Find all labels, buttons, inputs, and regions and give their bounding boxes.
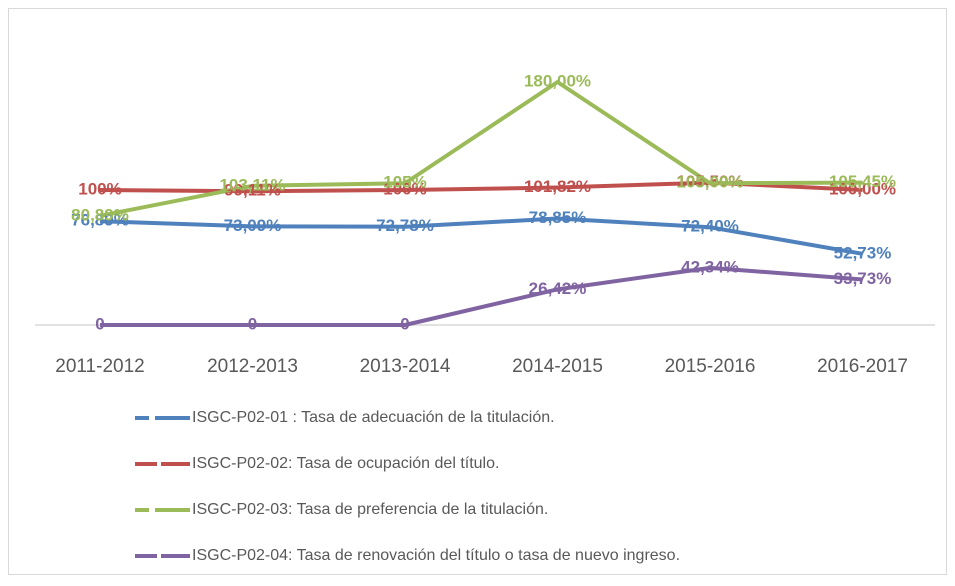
x-tick-label: 2014-2015 xyxy=(512,356,603,377)
data-label: 0 xyxy=(248,314,257,333)
series-line xyxy=(99,216,863,256)
legend-label: ISGC-P02-04: Tasa de renovación del títu… xyxy=(192,547,680,564)
series-line xyxy=(100,265,863,327)
data-label: 105,50% xyxy=(676,172,743,191)
data-label: 100,00% xyxy=(829,179,896,198)
data-label: 73,09% xyxy=(224,216,282,235)
series-line xyxy=(99,80,863,218)
data-label: 76,89% xyxy=(71,211,129,230)
x-tick-label: 2015-2016 xyxy=(665,356,756,377)
data-label: 99,11% xyxy=(224,181,281,200)
data-label: 105,00% xyxy=(676,173,743,192)
data-label: 78,85% xyxy=(529,208,587,227)
data-label: 52,73% xyxy=(834,243,892,262)
legend-label: ISGC-P02-03: Tasa de preferencia de la t… xyxy=(192,501,548,518)
data-label: 100% xyxy=(383,179,426,198)
data-label: 105% xyxy=(383,173,426,192)
data-label: 101,82% xyxy=(524,177,591,196)
x-tick-label: 2016-2017 xyxy=(817,356,908,377)
data-label: 103,11% xyxy=(219,175,285,194)
data-label: 72,40% xyxy=(681,217,739,236)
x-tick-label: 2013-2014 xyxy=(360,356,451,377)
x-tick-label: 2011-2012 xyxy=(55,356,144,377)
x-tick-label: 2012-2013 xyxy=(207,356,298,377)
data-label: 72,78% xyxy=(376,216,434,235)
data-label: 0 xyxy=(400,314,409,333)
data-label: 0 xyxy=(95,314,104,333)
data-label: 42,34% xyxy=(681,257,739,276)
data-label: 105,45% xyxy=(829,172,896,191)
chart-frame xyxy=(8,8,947,575)
data-label: 80,89% xyxy=(71,205,129,224)
data-label: 100% xyxy=(78,179,121,198)
data-label: 26,42% xyxy=(529,279,587,298)
data-label: 180,00% xyxy=(524,71,591,90)
legend-label: ISGC-P02-01 : Tasa de adecuación de la t… xyxy=(192,409,555,426)
data-label: 33,73% xyxy=(834,269,892,288)
legend-label: ISGC-P02-02: Tasa de ocupación del títul… xyxy=(192,455,499,472)
